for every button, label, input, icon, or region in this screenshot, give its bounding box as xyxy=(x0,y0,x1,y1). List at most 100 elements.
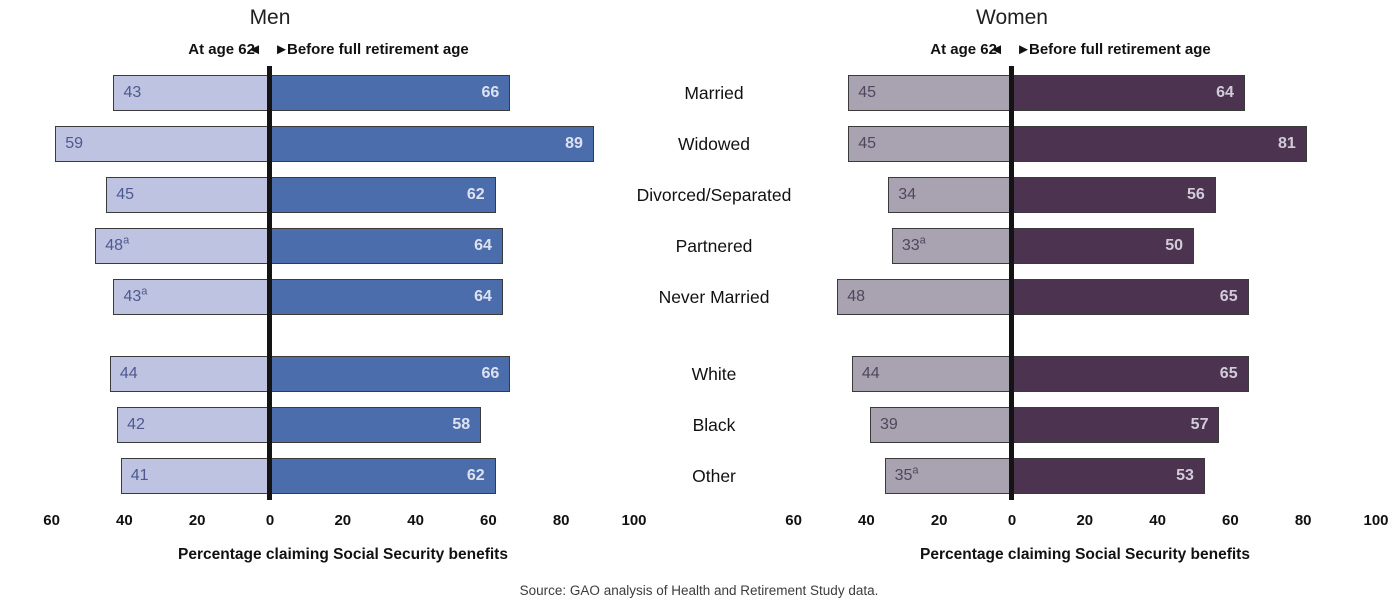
bar-value-label: 42 xyxy=(127,416,145,433)
x-axis-tick: 40 xyxy=(1149,512,1166,529)
chart-subtitle-women: At age 62 ◄ ► Before full retirement age xyxy=(794,41,1376,63)
bar-left-partnered: 33a xyxy=(891,228,1012,264)
chart-panel-men: Men At age 62 ◄ ► Before full retirement… xyxy=(43,0,646,606)
chart-subtitle-men: At age 62 ◄ ► Before full retirement age xyxy=(52,41,634,63)
x-axis-tick: 20 xyxy=(1076,512,1094,529)
x-axis-tick: 60 xyxy=(480,512,497,529)
x-axis-tick: 60 xyxy=(1222,512,1239,529)
bar-value-label: 39 xyxy=(880,416,898,433)
footnote-marker: a xyxy=(123,234,130,247)
bar-right-other: 62 xyxy=(270,458,496,494)
bar-value-label: 56 xyxy=(1187,186,1205,203)
footnote-marker: a xyxy=(912,464,919,477)
category-label-married: Married xyxy=(684,83,744,103)
subtitle-right-label: Before full retirement age xyxy=(1029,41,1211,58)
chart-title-men: Men xyxy=(249,6,291,29)
bar-value-label: 66 xyxy=(481,365,500,382)
bar-value-label: 62 xyxy=(466,186,485,203)
subtitle-left-label: At age 62 xyxy=(930,41,997,58)
x-axis-ticks-women: 60 40 20 0 20 40 60 80 100 xyxy=(785,512,1388,532)
x-axis-ticks-men: 60 40 20 0 20 40 60 80 100 xyxy=(43,512,646,532)
x-axis-tick: 20 xyxy=(334,512,352,529)
x-axis-tick: 80 xyxy=(1294,512,1312,529)
x-axis-tick: 40 xyxy=(407,512,424,529)
bar-value-label: 81 xyxy=(1278,135,1296,152)
left-right-arrows-icon: ◄ ► xyxy=(989,41,1035,58)
category-label-never-married: Never Married xyxy=(658,287,770,307)
zero-axis-line xyxy=(1009,66,1014,500)
bar-value-label: 53 xyxy=(1176,467,1194,484)
bar-value-label: 43 xyxy=(123,84,142,101)
category-label-other: Other xyxy=(692,466,736,486)
left-right-arrows-icon: ◄ ► xyxy=(247,41,293,58)
bar-value-label: 45 xyxy=(116,186,134,203)
bar-left-black: 42 xyxy=(117,407,270,443)
bar-value-label: 66 xyxy=(481,84,500,101)
x-axis-label-women: Percentage claiming Social Security bene… xyxy=(920,546,1250,563)
bar-right-divorced-separated: 56 xyxy=(1012,177,1216,213)
bar-right-other: 53 xyxy=(1012,458,1205,494)
bar-left-other: 41 xyxy=(120,458,270,494)
bar-value-label: 48 xyxy=(847,288,866,305)
bars-area-men: 43 59 45 48a 43a 44 42 41 66 89 62 64 64 66 58 62 xyxy=(52,0,634,520)
footnote-marker: a xyxy=(919,234,926,247)
bar-left-divorced-separated: 34 xyxy=(888,177,1012,213)
source-note: Source: GAO analysis of Health and Retir… xyxy=(519,583,879,598)
category-label-partnered: Partnered xyxy=(675,236,753,256)
bar-value-label: 44 xyxy=(119,365,138,382)
bar-value-label: 64 xyxy=(474,237,492,254)
bar-left-divorced-separated: 45 xyxy=(106,177,270,213)
bar-value-label: 57 xyxy=(1190,416,1209,433)
bar-right-married: 66 xyxy=(270,75,511,111)
category-labels-column: Married Widowed Divorced/Separated Partnere… xyxy=(634,0,794,520)
bar-left-widowed: 59 xyxy=(55,126,270,162)
x-axis-tick: 20 xyxy=(930,512,948,529)
x-axis-label-men: Percentage claiming Social Security bene… xyxy=(178,546,508,563)
x-axis-tick: 100 xyxy=(621,512,647,529)
bar-right-white: 66 xyxy=(270,356,511,392)
subtitle-left-label: At age 62 xyxy=(188,41,255,58)
bar-left-never-married: 43a xyxy=(113,279,270,315)
x-axis-tick: 80 xyxy=(552,512,570,529)
bar-left-married: 43 xyxy=(113,75,270,111)
category-label-white: White xyxy=(691,364,737,384)
bar-value-label: 35a xyxy=(894,464,919,484)
bar-left-widowed: 45 xyxy=(848,126,1012,162)
x-axis-tick: 60 xyxy=(43,512,60,529)
bar-left-white: 44 xyxy=(851,356,1012,392)
bar-left-married: 45 xyxy=(848,75,1012,111)
bar-right-never-married: 64 xyxy=(270,279,503,315)
bar-left-never-married: 48 xyxy=(837,279,1012,315)
bar-value-label: 58 xyxy=(452,416,471,433)
x-axis-tick: 60 xyxy=(785,512,802,529)
bar-value-label: 65 xyxy=(1219,365,1238,382)
bar-right-never-married: 65 xyxy=(1012,279,1249,315)
x-axis-tick: 0 xyxy=(265,512,275,529)
chart-title-women: Women xyxy=(976,6,1048,29)
bar-value-label: 50 xyxy=(1165,237,1183,254)
bar-value-label: 64 xyxy=(1216,84,1234,101)
bar-right-black: 57 xyxy=(1012,407,1220,443)
bar-value-label: 33a xyxy=(901,234,926,254)
category-label-divorced-separated: Divorced/Separated xyxy=(636,185,792,205)
bar-value-label: 48a xyxy=(105,234,130,254)
bar-value-label: 34 xyxy=(898,186,917,203)
bar-right-widowed: 89 xyxy=(270,126,594,162)
x-axis-tick: 40 xyxy=(858,512,875,529)
zero-axis-line xyxy=(267,66,272,500)
bar-right-divorced-separated: 62 xyxy=(270,177,496,213)
subtitle-right-label: Before full retirement age xyxy=(287,41,469,58)
bar-value-label: 45 xyxy=(858,135,876,152)
bar-value-label: 65 xyxy=(1219,288,1238,305)
bar-right-partnered: 64 xyxy=(270,228,503,264)
bar-value-label: 64 xyxy=(474,288,492,305)
bar-value-label: 59 xyxy=(65,135,84,152)
category-label-widowed: Widowed xyxy=(678,134,750,154)
bar-left-white: 44 xyxy=(109,356,270,392)
bar-value-label: 43a xyxy=(123,285,148,305)
bar-right-partnered: 50 xyxy=(1012,228,1194,264)
bar-right-married: 64 xyxy=(1012,75,1245,111)
x-axis-tick: 20 xyxy=(188,512,206,529)
bars-area-women: 45 45 34 33a 48 44 39 35a 64 81 56 50 65 65 57 53 xyxy=(794,0,1376,520)
